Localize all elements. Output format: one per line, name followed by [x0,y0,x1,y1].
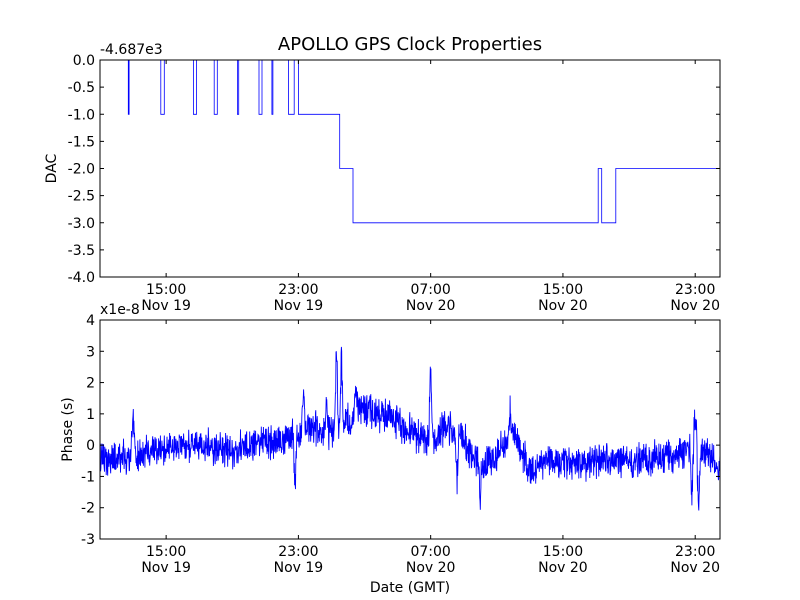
y-tick-label: -0.5 [68,80,95,96]
y-tick-label: 2 [86,376,95,392]
y-tick-label: -2 [81,501,95,517]
x-tick-label-time: 23:00 [278,544,318,560]
y-tick-label: -3 [81,532,95,548]
y-tick-label: -3.0 [68,216,95,232]
x-tick-label-time: 15:00 [543,544,583,560]
x-tick-label-time: 23:00 [675,544,715,560]
y-tick-label: -4.0 [68,270,95,286]
y-tick-label: -1.0 [68,107,95,123]
y-axis-label: Phase (s) [60,397,76,461]
y-tick-label: 3 [86,344,95,360]
x-tick-label-date: Nov 20 [538,560,588,576]
charts-group: 0.0 -0.5 -1.0 -1.5 -2.0 -2.5 -3.0 -3.5 -4.0 15:00… [44,42,721,576]
x-tick-label-date: Nov 20 [406,560,456,576]
x-tick-label-time: 23:00 [278,282,318,298]
dac-chart: 0.0 -0.5 -1.0 -1.5 -2.0 -2.5 -3.0 -3.5 -4.0 15:00… [44,42,721,314]
x-axis-label: Date (GMT) [370,580,450,596]
x-tick-label-date: Nov 20 [670,298,720,314]
figure-title: APOLLO GPS Clock Properties [278,34,542,55]
y-tick-label: 0.0 [73,53,95,69]
x-tick-label-time: 07:00 [410,544,450,560]
y-tick-label: -3.5 [68,243,95,259]
y-tick-label: 1 [86,407,95,423]
x-tick-label-date: Nov 19 [274,298,324,314]
y-tick-label: -2.5 [68,189,95,205]
phase-series-line [99,346,721,511]
dac-series-line [100,59,720,224]
y-offset-text: -4.687e3 [100,42,163,58]
x-tick-label-time: 23:00 [675,282,715,298]
y-offset-text: x1e-8 [100,302,140,318]
x-tick-label-date: Nov 20 [406,298,456,314]
x-tick-label-date: Nov 19 [141,298,191,314]
y-axis-label: DAC [44,153,60,183]
x-tick-label-time: 15:00 [146,544,186,560]
x-tick-label-time: 15:00 [543,282,583,298]
y-tick-label: 4 [86,313,95,329]
y-tick-label: -1 [81,469,95,485]
y-tick-label: -1.5 [68,134,95,150]
x-tick-label-date: Nov 20 [538,298,588,314]
x-tick-label-time: 07:00 [410,282,450,298]
y-tick-label: 0 [86,438,95,454]
x-tick-label-time: 15:00 [146,282,186,298]
x-tick-label-date: Nov 20 [670,560,720,576]
x-tick-label-date: Nov 19 [141,560,191,576]
plot-frame [99,319,721,540]
y-tick-label: -2.0 [68,162,95,178]
x-tick-label-date: Nov 19 [274,560,324,576]
